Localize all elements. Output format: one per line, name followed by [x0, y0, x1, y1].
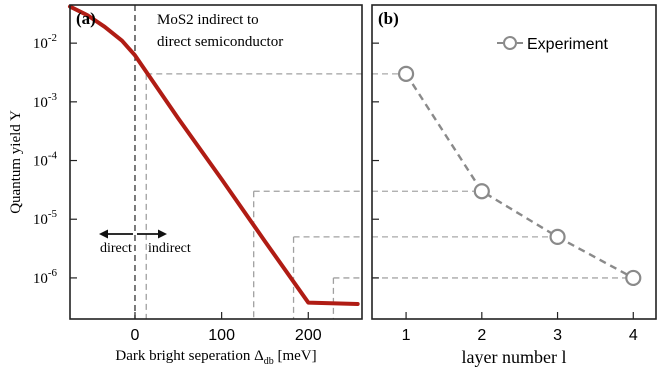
y-tick-label: 10-4 — [33, 150, 58, 170]
y-axis-label-a: Quantum yield Y — [8, 110, 24, 214]
x-tick-label: 200 — [295, 327, 322, 344]
plot-frame-a — [69, 4, 363, 320]
guide-lines-a — [134, 5, 362, 319]
yield-curve — [68, 4, 360, 306]
region-arrows — [98, 229, 167, 239]
panel-label-b: (b) — [378, 9, 399, 28]
x-tick-label: 1 — [402, 327, 411, 344]
x-tick-label: 100 — [208, 327, 235, 344]
experiment-point — [473, 183, 490, 200]
experiment-point — [625, 269, 642, 287]
panel-b: 1 2 3 4 (b) Experiment layer number l — [371, 4, 657, 367]
annotation-line-2: direct semiconductor — [157, 34, 283, 50]
y-tick-label: 10-6 — [33, 267, 58, 287]
x-tick-label: 0 — [131, 327, 140, 344]
experiment-point — [549, 228, 566, 245]
x-tick-label: 4 — [629, 327, 638, 344]
ticks-a: 10-2 10-3 10-4 10-5 10-6 0 100 200 — [33, 32, 322, 344]
annotation-line-1: MoS2 indirect to — [157, 12, 259, 28]
panel-a: 10-2 10-3 10-4 10-5 10-6 0 100 200 (a) MoS2 ind… — [8, 4, 363, 367]
experiment-point — [397, 65, 415, 82]
x-axis-label-a: Dark bright seperation Δdb [meV] — [115, 348, 316, 367]
x-tick-label: 2 — [477, 327, 486, 344]
region-label-indirect: indirect — [148, 241, 191, 256]
legend-label-experiment: Experiment — [527, 36, 608, 53]
series-b — [372, 65, 642, 287]
panel-label-a: (a) — [76, 9, 96, 28]
experiment-line — [405, 73, 634, 279]
region-label-direct: direct — [100, 241, 132, 256]
plot-frame-b — [371, 4, 657, 320]
arrow-indirect-head — [157, 229, 167, 239]
series-a — [68, 4, 360, 306]
y-tick-label: 10-5 — [33, 208, 58, 228]
arrow-direct-head — [98, 229, 108, 239]
y-tick-label: 10-2 — [33, 32, 57, 52]
x-tick-label: 3 — [553, 327, 562, 344]
ticks-b: 1 2 3 4 — [372, 42, 638, 344]
legend-b: Experiment — [497, 36, 608, 53]
y-tick-label: 10-3 — [33, 91, 58, 111]
legend-marker — [503, 36, 517, 50]
x-axis-label-b: layer number l — [462, 347, 567, 367]
